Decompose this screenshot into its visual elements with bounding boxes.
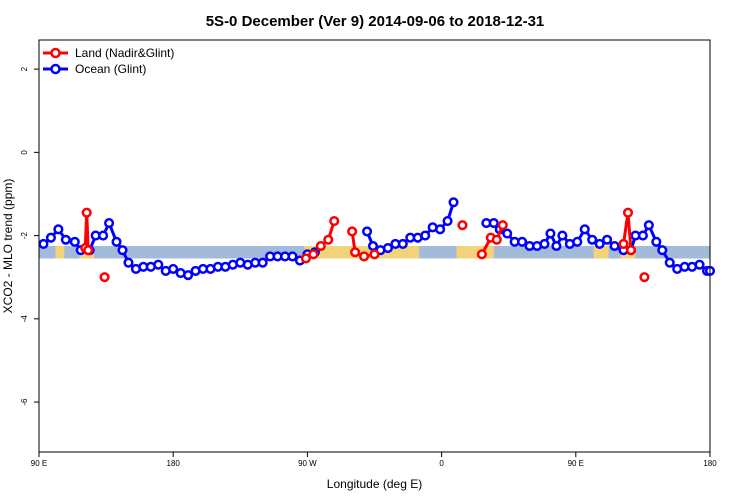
data-point-ocean-81 bbox=[694, 259, 705, 270]
data-point-ocean-20 bbox=[183, 270, 194, 281]
data-point-ocean-11 bbox=[117, 245, 128, 256]
data-point-ocean-50 bbox=[448, 197, 459, 208]
data-point-ocean-12 bbox=[123, 257, 134, 268]
data-point-ocean-73 bbox=[637, 230, 648, 241]
data-point-ocean-9 bbox=[104, 218, 115, 229]
data-point-ocean-0 bbox=[38, 238, 49, 249]
data-point-land-2 bbox=[83, 245, 94, 256]
data-point-ocean-46 bbox=[420, 230, 431, 241]
data-point-ocean-54 bbox=[502, 228, 513, 239]
data-point-land-19 bbox=[622, 207, 634, 218]
data-point-land-1 bbox=[81, 207, 92, 218]
data-point-land-12 bbox=[369, 249, 380, 260]
x-tick-label-5: 180 bbox=[703, 459, 717, 468]
series-land bbox=[80, 207, 650, 283]
data-point-ocean-10 bbox=[111, 236, 122, 247]
data-point-ocean-75 bbox=[651, 236, 662, 247]
data-point-ocean-43 bbox=[397, 238, 408, 249]
data-point-ocean-4 bbox=[69, 236, 80, 247]
data-point-land-14 bbox=[476, 249, 487, 260]
x-tick-label-1: 180 bbox=[167, 459, 181, 468]
data-point-land-5 bbox=[308, 249, 319, 260]
land-band-4 bbox=[593, 246, 609, 259]
data-point-ocean-18 bbox=[168, 263, 179, 274]
data-point-ocean-65 bbox=[579, 224, 590, 235]
y-tick-label-3: -4 bbox=[20, 315, 29, 323]
legend-entry-land: Land (Nadir&Glint) bbox=[43, 46, 174, 60]
data-point-ocean-30 bbox=[257, 257, 268, 268]
data-point-ocean-56 bbox=[517, 236, 528, 247]
data-point-ocean-49 bbox=[442, 215, 453, 227]
data-point-ocean-61 bbox=[551, 240, 562, 252]
data-point-ocean-38 bbox=[361, 226, 373, 237]
y-tick-label-1: 0 bbox=[20, 150, 29, 155]
data-point-ocean-74 bbox=[643, 220, 654, 231]
data-point-land-4 bbox=[300, 253, 311, 264]
y-tick-label-0: 2 bbox=[20, 66, 29, 71]
legend-marker-ocean bbox=[50, 63, 61, 75]
data-point-ocean-16 bbox=[153, 259, 164, 270]
x-axis-label: Longitude (deg E) bbox=[327, 477, 422, 491]
land-band-0 bbox=[55, 246, 65, 259]
y-tick-label-2: -2 bbox=[20, 231, 29, 239]
legend-label-ocean: Ocean (Glint) bbox=[75, 62, 146, 76]
x-tick-label-3: 0 bbox=[439, 459, 444, 468]
data-point-land-11 bbox=[359, 251, 370, 262]
x-axis: 90 E 180 90 W 0 90 E 180 bbox=[31, 452, 717, 468]
data-point-ocean-3 bbox=[60, 234, 71, 245]
legend-marker-land bbox=[50, 47, 61, 59]
data-point-ocean-68 bbox=[602, 234, 613, 245]
data-point-ocean-64 bbox=[572, 236, 583, 247]
data-point-land-3 bbox=[99, 272, 110, 283]
series-layer bbox=[38, 197, 716, 283]
data-point-land-16 bbox=[491, 234, 502, 245]
data-point-ocean-34 bbox=[287, 251, 298, 262]
data-point-land-13 bbox=[457, 220, 468, 231]
y-axis-label: XCO2 - MLO trend (ppm) bbox=[1, 179, 15, 314]
legend: Land (Nadir&Glint) Ocean (Glint) bbox=[43, 46, 174, 76]
data-point-land-17 bbox=[497, 220, 508, 231]
legend-entry-ocean: Ocean (Glint) bbox=[43, 62, 146, 76]
data-point-ocean-69 bbox=[609, 240, 620, 252]
data-point-ocean-2 bbox=[53, 224, 64, 235]
data-point-land-9 bbox=[347, 226, 358, 237]
data-point-land-7 bbox=[323, 234, 334, 245]
x-tick-label-2: 90 W bbox=[298, 459, 317, 468]
data-point-ocean-60 bbox=[545, 228, 556, 239]
data-point-land-18 bbox=[618, 238, 629, 249]
x-tick-label-4: 90 E bbox=[568, 459, 584, 468]
legend-label-land: Land (Nadir&Glint) bbox=[75, 46, 174, 60]
plot-frame bbox=[38, 39, 711, 453]
data-point-ocean-76 bbox=[657, 245, 668, 256]
data-point-ocean-59 bbox=[539, 238, 550, 249]
chart-title: 5S-0 December (Ver 9) 2014-09-06 to 2018… bbox=[206, 13, 545, 30]
data-point-ocean-77 bbox=[664, 257, 675, 268]
data-point-ocean-41 bbox=[382, 243, 393, 254]
data-point-land-6 bbox=[315, 240, 326, 252]
data-point-ocean-48 bbox=[435, 224, 446, 235]
data-point-ocean-67 bbox=[594, 238, 605, 249]
data-point-land-8 bbox=[329, 215, 340, 227]
data-point-ocean-66 bbox=[587, 234, 598, 245]
data-point-ocean-52 bbox=[488, 218, 499, 229]
data-point-ocean-62 bbox=[557, 230, 568, 241]
y-axis: 2 0 -2 -4 -6 bbox=[20, 66, 39, 406]
data-point-ocean-8 bbox=[98, 230, 109, 241]
data-point-ocean-1 bbox=[45, 232, 56, 243]
data-point-land-10 bbox=[350, 247, 361, 258]
data-point-land-21 bbox=[639, 272, 650, 283]
data-point-land-20 bbox=[625, 245, 637, 256]
y-tick-label-4: -6 bbox=[20, 398, 29, 406]
x-tick-label-0: 90 E bbox=[31, 459, 47, 468]
land-band-3 bbox=[456, 246, 494, 259]
